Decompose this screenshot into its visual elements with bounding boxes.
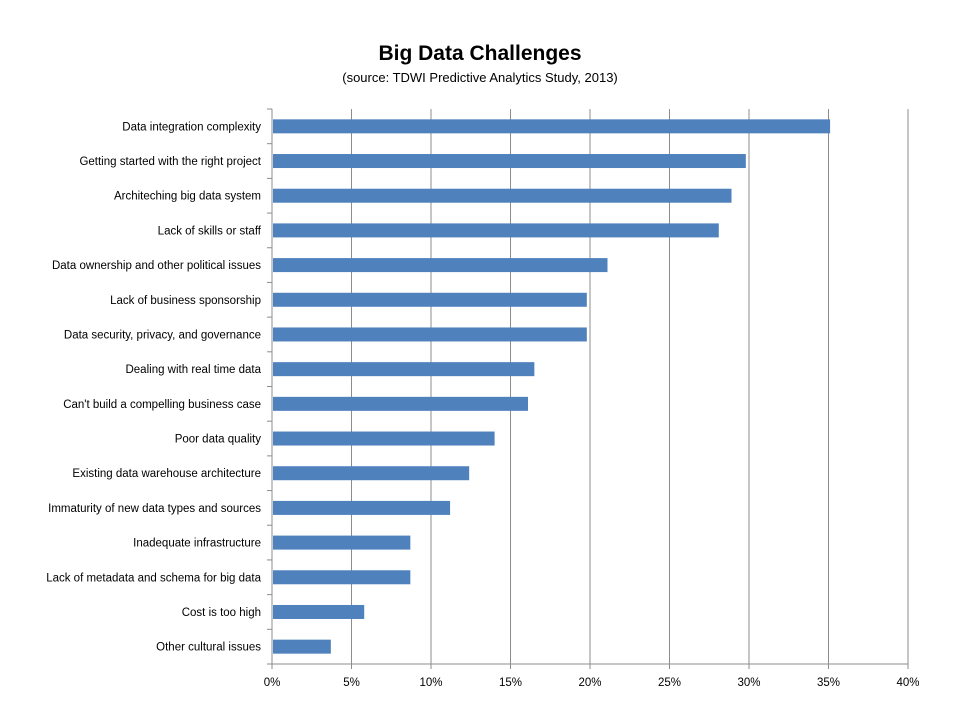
category-label: Dealing with real time data <box>125 364 261 376</box>
category-label: Getting started with the right project <box>79 156 261 168</box>
category-label: Other cultural issues <box>156 642 261 654</box>
bar <box>273 258 608 273</box>
category-label: Data ownership and other political issue… <box>52 260 261 272</box>
category-label: Lack of business sponsorship <box>110 295 261 307</box>
x-tick-label: 40% <box>896 677 919 689</box>
bar <box>273 396 528 411</box>
category-label: Inadequate infrastructure <box>133 538 261 550</box>
bar <box>273 119 831 134</box>
bar <box>273 535 411 550</box>
bar <box>273 223 719 238</box>
category-label: Data security, privacy, and governance <box>64 329 261 341</box>
bar <box>273 362 535 377</box>
bar <box>273 292 587 307</box>
bar <box>273 327 587 342</box>
bars <box>273 119 831 654</box>
x-tick-label: 0% <box>264 677 281 689</box>
chart-subtitle: (source: TDWI Predictive Analytics Study… <box>342 70 618 85</box>
category-label: Existing data warehouse architecture <box>72 468 261 480</box>
bar <box>273 570 411 585</box>
x-tick-label: 10% <box>419 677 442 689</box>
category-labels: Data integration complexity Getting start… <box>46 121 262 653</box>
axes <box>267 108 909 669</box>
category-label: Cost is too high <box>182 607 261 619</box>
x-tick-label: 35% <box>817 677 840 689</box>
category-label: Lack of skills or staff <box>158 225 262 237</box>
chart-title: Big Data Challenges <box>378 42 582 65</box>
category-label: Data integration complexity <box>122 121 261 133</box>
tick-labels: 0% 5% 10% 15% 20% 25% 30% 35% 40% <box>264 677 920 689</box>
bar <box>273 639 331 654</box>
category-label: Immaturity of new data types and sources <box>48 503 261 515</box>
bar <box>273 604 365 619</box>
category-label: Can't build a compelling business case <box>63 399 261 411</box>
x-tick-label: 30% <box>737 677 760 689</box>
bar <box>273 500 451 515</box>
bar <box>273 188 732 203</box>
bar <box>273 431 495 446</box>
x-tick-label: 25% <box>658 677 681 689</box>
bar <box>273 466 470 481</box>
x-tick-label: 15% <box>499 677 522 689</box>
category-label: Lack of metadata and schema for big data <box>46 572 261 584</box>
x-tick-label: 5% <box>343 677 360 689</box>
category-label: Poor data quality <box>175 434 262 446</box>
category-label: Architeching big data system <box>114 191 261 203</box>
bar <box>273 154 746 169</box>
x-tick-label: 20% <box>578 677 601 689</box>
